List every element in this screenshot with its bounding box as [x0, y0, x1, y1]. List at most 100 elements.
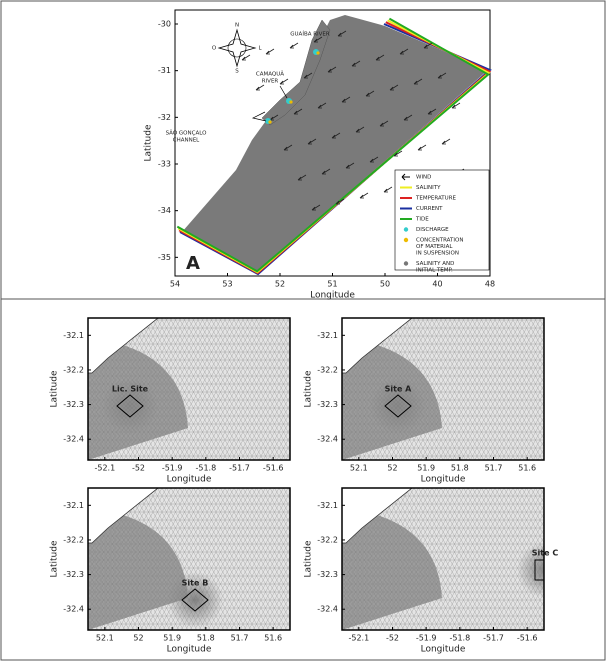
- legend-label: SALINITY AND: [416, 261, 454, 267]
- x-tick-label: -51.6: [517, 634, 538, 643]
- x-tick-label: -51.9: [416, 634, 437, 643]
- y-tick-label: -32.1: [63, 331, 84, 340]
- site-label: Lic. Site: [112, 385, 149, 394]
- compass-letter: N: [235, 23, 239, 29]
- y-tick-label: -31: [158, 66, 171, 75]
- x-tick-label: -52: [386, 634, 399, 643]
- suspension-point: [316, 51, 319, 54]
- y-tick-label: -32.3: [317, 570, 338, 579]
- x-axis-label: Longitude: [310, 291, 355, 301]
- legend-label: IN SUSPENSION: [416, 251, 459, 257]
- y-tick-label: -32.3: [317, 400, 338, 409]
- x-tick-label: 51.9: [417, 464, 435, 473]
- figure: GUAÍBA RIVER CAMAQUÃRIVER SÃO GONÇALOCHANN…: [0, 0, 606, 661]
- y-tick-label: -32.4: [63, 605, 84, 614]
- suspension-point: [289, 100, 292, 103]
- x-tick-label: -51.6: [263, 464, 284, 473]
- place-label: CAMAQUÃ: [256, 71, 284, 78]
- place-label: CHANNEL: [173, 138, 200, 144]
- place-label: GUAÍBA RIVER: [290, 31, 330, 38]
- x-tick-label: 53: [222, 280, 232, 289]
- legend-label: DISCHARGE: [416, 227, 449, 233]
- map-panel: Lic. Site: [88, 318, 290, 460]
- y-tick-label: -32.1: [63, 501, 84, 510]
- x-tick-label: 51.8: [451, 464, 469, 473]
- y-tick-label: -32.3: [63, 570, 84, 579]
- panel-letter: A: [186, 253, 200, 274]
- x-tick-label: 52: [387, 464, 397, 473]
- x-tick-label: 52.1: [96, 634, 114, 643]
- x-tick-label: 51: [327, 280, 337, 289]
- compass-letter: O: [212, 46, 217, 52]
- y-tick-label: -32.2: [317, 365, 338, 374]
- x-axis-label: Longitude: [421, 645, 466, 655]
- y-axis-label: Latitude: [144, 124, 154, 162]
- y-tick-label: -30: [158, 20, 171, 29]
- place-label: SÃO GONÇALO: [166, 130, 208, 137]
- y-tick-label: -32.2: [317, 535, 338, 544]
- legend-symbol: [404, 238, 408, 242]
- site-label: Site C: [532, 549, 559, 558]
- y-tick-label: -32.4: [317, 605, 338, 614]
- y-tick-label: -35: [158, 253, 171, 262]
- y-axis-label: Latitude: [50, 370, 60, 408]
- map-panel: Site A: [342, 318, 544, 460]
- y-tick-label: -32.4: [317, 435, 338, 444]
- x-tick-label: 51.8: [197, 634, 215, 643]
- legend-label: WIND: [416, 175, 431, 181]
- compass-letter: S: [235, 69, 239, 75]
- x-tick-label: 52.1: [350, 464, 368, 473]
- y-tick-label: -34: [158, 206, 171, 215]
- x-tick-label: -51.8: [449, 634, 470, 643]
- legend-label: TEMPERATURE: [415, 196, 457, 202]
- map-panel: Site C: [342, 488, 573, 630]
- x-tick-label: 54: [170, 280, 180, 289]
- site-label: Site A: [385, 385, 413, 394]
- legend-label: SALINITY: [416, 185, 441, 191]
- x-tick-label: 40: [432, 280, 442, 289]
- x-tick-label: 52: [133, 634, 143, 643]
- x-tick-label: 48: [485, 280, 495, 289]
- y-tick-label: -32.1: [317, 501, 338, 510]
- y-tick-label: -33: [158, 160, 171, 169]
- y-tick-label: -32.2: [63, 535, 84, 544]
- x-tick-label: -51.7: [229, 464, 250, 473]
- x-tick-label: 50: [380, 280, 390, 289]
- x-tick-label: 51.6: [518, 464, 536, 473]
- x-tick-label: 51.7: [231, 634, 249, 643]
- y-tick-label: -32.4: [63, 435, 84, 444]
- map-panel: Site B: [88, 488, 290, 630]
- x-tick-label: -51.8: [195, 464, 216, 473]
- x-tick-label: -51.7: [483, 634, 504, 643]
- legend-label: OF MATERIAL: [416, 244, 453, 250]
- y-axis-label: Latitude: [304, 540, 314, 578]
- y-tick-label: -32.1: [317, 331, 338, 340]
- y-tick-label: -32.3: [63, 400, 84, 409]
- suspension-point: [268, 120, 271, 123]
- x-tick-label: 51.9: [163, 634, 181, 643]
- site-label: Site B: [182, 579, 209, 588]
- x-tick-label: 51.7: [485, 464, 503, 473]
- map-content: [88, 488, 290, 630]
- legend-label: TIDE: [415, 217, 429, 223]
- x-tick-label: -52.1: [348, 634, 369, 643]
- y-axis-label: Latitude: [50, 540, 60, 578]
- x-tick-label: 51.6: [264, 634, 282, 643]
- legend-label: CURRENT: [416, 206, 443, 212]
- place-label: RIVER: [262, 79, 279, 85]
- x-tick-label: -52: [132, 464, 145, 473]
- x-axis-label: Longitude: [421, 475, 466, 485]
- x-tick-label: -51.9: [162, 464, 183, 473]
- legend-label: CONCENTRATION: [416, 238, 463, 244]
- legend-symbol: [404, 261, 408, 265]
- y-tick-label: -32: [158, 113, 171, 122]
- map-content: [342, 488, 573, 630]
- legend-label: INITIAL TEMP.: [416, 268, 453, 274]
- y-tick-label: -32.2: [63, 365, 84, 374]
- x-axis-label: Longitude: [167, 475, 212, 485]
- x-tick-label: -52.1: [94, 464, 115, 473]
- x-axis-label: Longitude: [167, 645, 212, 655]
- legend-symbol: [404, 227, 408, 231]
- map-content: [342, 318, 544, 460]
- x-tick-label: 52: [275, 280, 285, 289]
